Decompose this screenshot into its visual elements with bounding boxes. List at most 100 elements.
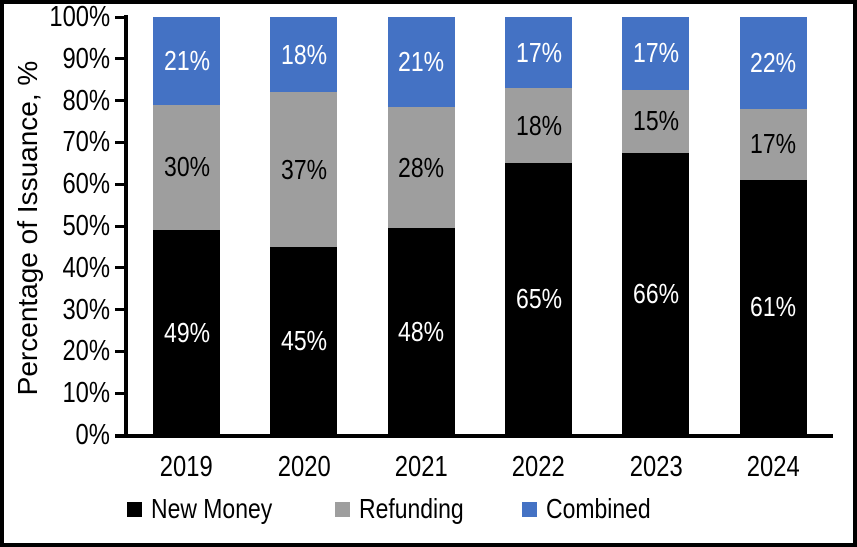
y-tick-label: 40% <box>12 253 110 283</box>
x-tick-label-2024: 2024 <box>715 451 832 484</box>
segment-new-money-2019: 49% <box>153 230 221 435</box>
y-tick-label: 20% <box>12 336 110 366</box>
segment-new-money-2020: 45% <box>270 246 338 435</box>
y-tick-label: 30% <box>12 295 110 325</box>
y-tick-label-text: 60% <box>62 168 110 201</box>
x-axis-labels: 2019 2020 2021 2022 2023 2024 <box>128 451 832 484</box>
y-tick-label: 10% <box>12 378 110 408</box>
segment-refunding-2020: 37% <box>270 92 338 247</box>
y-tick-mark <box>115 308 127 312</box>
legend-label-text: Combined <box>546 493 652 524</box>
legend-swatch-refunding <box>334 501 350 517</box>
segment-refunding-2019: 30% <box>153 104 221 231</box>
y-tick-mark <box>115 224 127 228</box>
bar-slot-2020: 18% 37% 45% <box>245 17 362 435</box>
bar-value-label: 37% <box>280 153 327 185</box>
bar-value-label: 17% <box>750 128 797 160</box>
legend: New Money Refunding Combined <box>4 493 853 525</box>
bar-value-label: 48% <box>398 315 445 347</box>
bar-value-label: 65% <box>515 283 562 315</box>
y-tick-mark <box>115 99 127 103</box>
x-axis-line <box>115 434 833 438</box>
segment-new-money-2021: 48% <box>387 228 455 435</box>
y-tick-label-text: 90% <box>62 42 110 75</box>
y-tick-label: 90% <box>12 44 110 74</box>
y-tick-label: 60% <box>12 169 110 199</box>
legend-item-new-money: New Money <box>126 493 299 525</box>
y-tick-label: 50% <box>12 211 110 241</box>
bar-2024: 22% 17% 61% <box>739 17 807 435</box>
bar-value-label: 49% <box>163 316 210 348</box>
bar-slot-2024: 22% 17% 61% <box>715 17 832 435</box>
x-tick-label-text: 2023 <box>629 451 683 483</box>
y-tick-label-text: 70% <box>62 126 110 159</box>
x-tick-label-text: 2021 <box>394 451 448 483</box>
y-tick-label: 0% <box>12 420 110 450</box>
bar-value-label: 61% <box>750 291 797 323</box>
bar-slot-2022: 17% 18% 65% <box>480 17 597 435</box>
segment-new-money-2024: 61% <box>739 180 807 435</box>
x-tick-label-2020: 2020 <box>245 451 362 484</box>
y-tick-label-text: 80% <box>62 84 110 117</box>
segment-new-money-2022: 65% <box>505 163 573 435</box>
segment-refunding-2024: 17% <box>739 108 807 180</box>
x-tick-label-text: 2020 <box>277 451 331 483</box>
y-tick-label-text: 40% <box>62 251 110 284</box>
segment-combined-2019: 21% <box>153 17 221 105</box>
x-tick-label-2019: 2019 <box>128 451 245 484</box>
y-tick-label: 80% <box>12 86 110 116</box>
bar-slot-2023: 17% 15% 66% <box>597 17 714 435</box>
y-tick-mark <box>115 140 127 144</box>
y-tick-label: 100% <box>12 1 110 33</box>
bar-slot-2021: 21% 28% 48% <box>363 17 480 435</box>
y-tick-label-text: 30% <box>62 293 110 326</box>
segment-combined-2023: 17% <box>622 17 690 90</box>
y-tick-mark <box>115 15 127 19</box>
segment-new-money-2023: 66% <box>622 153 690 435</box>
bar-value-label: 17% <box>515 36 562 68</box>
x-tick-label-text: 2022 <box>512 451 566 483</box>
bar-value-label: 15% <box>632 105 679 137</box>
y-tick-label-text: 0% <box>75 419 110 451</box>
legend-label-refunding: Refunding <box>359 493 487 525</box>
legend-swatch-combined <box>522 501 538 517</box>
bar-2023: 17% 15% 66% <box>622 17 690 435</box>
bar-value-label: 66% <box>632 278 679 310</box>
segment-refunding-2022: 18% <box>505 88 573 164</box>
bar-2021: 21% 28% 48% <box>387 17 455 435</box>
legend-label-new-money: New Money <box>151 493 299 525</box>
legend-item-combined: Combined <box>522 493 674 525</box>
bar-value-label: 45% <box>280 324 327 356</box>
y-tick-label: 70% <box>12 127 110 157</box>
y-tick-mark <box>115 391 127 395</box>
bar-value-label: 17% <box>632 37 679 69</box>
segment-combined-2022: 17% <box>505 17 573 89</box>
plot-area: 21% 30% 49% 18% 37% 45% 21% 28% 48% 17% 18% 65% 17% 1… <box>128 17 832 435</box>
bar-2019: 21% 30% 49% <box>153 17 221 435</box>
bar-value-label: 18% <box>280 38 327 70</box>
legend-label-text: Refunding <box>358 493 464 524</box>
segment-refunding-2023: 15% <box>622 89 690 154</box>
legend-item-refunding: Refunding <box>334 493 487 525</box>
bar-value-label: 30% <box>163 151 210 183</box>
x-tick-label-text: 2019 <box>160 451 214 483</box>
y-tick-label-text: 100% <box>49 1 110 33</box>
y-tick-mark <box>115 182 127 186</box>
segment-combined-2024: 22% <box>739 17 807 109</box>
segment-combined-2020: 18% <box>270 17 338 93</box>
y-tick-label-text: 10% <box>62 377 110 410</box>
bar-2020: 18% 37% 45% <box>270 17 338 435</box>
y-tick-label-text: 50% <box>62 210 110 242</box>
y-tick-mark <box>115 433 127 437</box>
bar-2022: 17% 18% 65% <box>505 17 573 435</box>
legend-swatch-new-money <box>126 501 142 517</box>
bar-value-label: 21% <box>398 46 445 78</box>
y-tick-mark <box>115 266 127 270</box>
bar-slot-2019: 21% 30% 49% <box>128 17 245 435</box>
legend-label-text: New Money <box>150 493 273 524</box>
y-tick-label-text: 20% <box>62 335 110 368</box>
y-tick-mark <box>115 57 127 61</box>
y-tick-mark <box>115 349 127 353</box>
bar-value-label: 18% <box>515 109 562 141</box>
bar-value-label: 22% <box>750 46 797 78</box>
